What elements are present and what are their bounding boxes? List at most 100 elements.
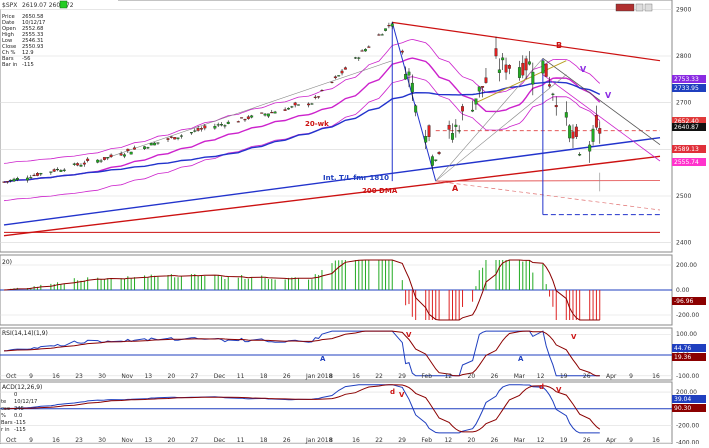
candle-body xyxy=(60,170,63,171)
date-tick-label: Feb xyxy=(421,373,432,380)
date-tick-label: 9 xyxy=(29,373,33,380)
macd-d-label-2: d xyxy=(539,383,544,391)
candle-body xyxy=(588,145,591,151)
date-tick-label: 8 xyxy=(329,437,333,444)
candle-body xyxy=(153,143,156,145)
rsi-v-label-2: V xyxy=(571,333,577,341)
macd-info-label: Bars xyxy=(1,420,13,426)
macd-info-value: -115 xyxy=(14,420,26,426)
date-tick-label: 9 xyxy=(29,437,33,444)
candle-body xyxy=(237,121,240,122)
candle-body xyxy=(204,126,207,128)
title-label: $SPX xyxy=(2,2,17,9)
candle-body xyxy=(458,131,461,132)
macd-info-label: ose xyxy=(1,406,10,412)
candle-body xyxy=(364,49,367,51)
rsi-badge-value: 19.36 xyxy=(674,354,691,361)
candle-body xyxy=(572,132,575,139)
candle-body xyxy=(321,90,324,91)
date-tick-label: 26 xyxy=(491,373,499,380)
candle-body xyxy=(368,47,371,48)
candle-body xyxy=(13,179,16,181)
candle-body xyxy=(106,157,109,158)
candle-body xyxy=(224,125,227,126)
candle-body xyxy=(86,159,89,161)
date-tick-label: 12 xyxy=(537,373,545,380)
candle-body xyxy=(448,125,451,129)
candle-body xyxy=(384,29,387,31)
date-tick-label: 27 xyxy=(191,437,199,444)
date-tick-label: 18 xyxy=(260,437,268,444)
candle-body xyxy=(100,161,103,162)
macd-panel xyxy=(0,382,672,444)
candle-body xyxy=(542,61,545,73)
candle-body xyxy=(157,143,160,144)
candle-body xyxy=(180,136,183,137)
candle-body xyxy=(130,152,133,154)
rsi-a-label-2: A xyxy=(518,355,524,363)
date-tick-label: Apr xyxy=(606,437,617,444)
date-tick-label: 18 xyxy=(260,373,268,380)
candle-body xyxy=(103,157,106,159)
candle-body xyxy=(401,51,404,52)
candle-body xyxy=(40,173,43,174)
color-swatch[interactable] xyxy=(60,1,67,8)
candle-body xyxy=(284,109,287,110)
close-button[interactable] xyxy=(645,4,652,11)
date-tick-label: Apr xyxy=(606,373,617,380)
rsi-a-label-1: A xyxy=(320,355,326,363)
candle-body xyxy=(428,126,431,137)
date-tick-label: 30 xyxy=(98,373,106,380)
candle-body xyxy=(434,160,437,161)
macd-info-value: -115 xyxy=(14,427,26,433)
candle-body xyxy=(260,113,263,114)
minimize-button[interactable] xyxy=(616,4,634,11)
date-tick-label: 27 xyxy=(191,373,199,380)
candle-body xyxy=(50,172,53,173)
candle-body xyxy=(498,70,501,73)
candle-body xyxy=(548,85,551,87)
candle-body xyxy=(16,178,19,180)
price-tick-label: 2400 xyxy=(676,240,691,247)
date-tick-label: 12 xyxy=(537,437,545,444)
candle-body xyxy=(197,128,200,130)
date-tick-label: 20 xyxy=(168,437,176,444)
candle-body xyxy=(354,58,357,59)
macd-info-value: 0 xyxy=(14,392,17,398)
candle-body xyxy=(133,148,136,150)
candle-body xyxy=(3,182,6,183)
price-tick-label: 2900 xyxy=(676,6,691,13)
date-tick-label: 16 xyxy=(52,373,60,380)
candle-body xyxy=(147,147,150,148)
price-tick-label: 2800 xyxy=(676,53,691,60)
candle-body xyxy=(294,103,297,105)
date-tick-label: 16 xyxy=(52,437,60,444)
candle-body xyxy=(518,67,521,77)
candle-body xyxy=(96,160,99,162)
candle-body xyxy=(555,105,558,107)
date-tick-label: 16 xyxy=(652,373,660,380)
date-tick-label: 11 xyxy=(237,373,245,380)
date-tick-label: Nov xyxy=(121,373,133,380)
candle-body xyxy=(495,48,498,56)
candle-body xyxy=(63,170,66,171)
macd-v-label-2: V xyxy=(556,386,562,394)
date-tick-label: 16 xyxy=(352,437,360,444)
date-tick-label: 26 xyxy=(283,373,291,380)
date-tick-label: 23 xyxy=(75,437,83,444)
date-tick-label: 16 xyxy=(352,373,360,380)
rsi-tick-label: 100.00 xyxy=(676,331,697,338)
candle-body xyxy=(127,149,130,151)
candle-body xyxy=(73,164,76,165)
candle-body xyxy=(311,104,314,105)
rsi-tick-label: -100.00 xyxy=(676,373,699,380)
candle-body xyxy=(307,104,310,105)
candle-body xyxy=(334,77,337,78)
candle-body xyxy=(247,117,250,119)
wave-v-label-2: V xyxy=(605,91,612,100)
info-row-label: Bar in xyxy=(2,62,17,68)
candle-body xyxy=(264,114,267,115)
restore-button[interactable] xyxy=(636,4,643,11)
